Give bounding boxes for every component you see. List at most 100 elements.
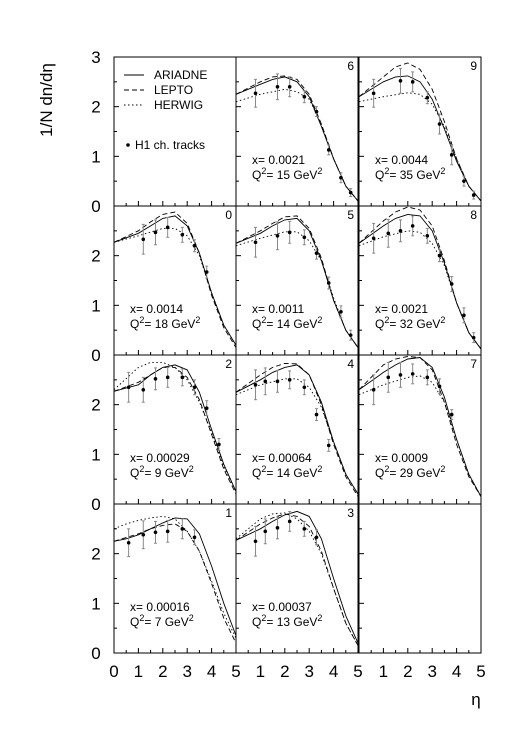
y-tick-label: 3 [91, 48, 100, 67]
data-point [253, 539, 258, 544]
q2-value-label: Q2= 13 GeV2 [252, 613, 322, 629]
q2-value-label: Q2= 29 GeV2 [375, 464, 445, 480]
data-point [275, 234, 280, 238]
curve-ariadne [113, 517, 237, 636]
data-point [410, 80, 415, 84]
data-point [326, 443, 331, 448]
x-tick-label: 5 [231, 662, 240, 681]
panel [358, 503, 482, 654]
data-point [410, 372, 415, 376]
data-point [371, 236, 376, 241]
curve-herwig [113, 361, 237, 492]
q2-value-label: Q2= 15 GeV2 [252, 166, 322, 182]
y-tick-label: 2 [91, 247, 100, 266]
data-point [192, 243, 197, 248]
x-tick-label: 5 [476, 662, 485, 681]
x-value-label: x= 0.0044 [375, 153, 428, 167]
data-point [263, 379, 268, 384]
data-point [398, 373, 403, 377]
data-point [287, 85, 292, 89]
curve-lepto [235, 215, 359, 348]
q2-value-label: Q2= 18 GeV2 [130, 315, 200, 331]
x-axis-title: η [471, 690, 480, 709]
curve-lepto [113, 211, 237, 348]
x-value-label: x= 0.0014 [130, 302, 183, 316]
data-point [462, 179, 466, 183]
x-tick-label: 2 [280, 662, 289, 681]
curve-lepto [113, 523, 237, 644]
data-point [339, 309, 343, 314]
data-point [263, 529, 268, 534]
y-tick-label: 1 [91, 594, 100, 613]
data-point [348, 190, 353, 195]
curve-herwig [358, 230, 482, 350]
data-point [275, 85, 280, 89]
x-tick-label: 2 [158, 662, 167, 681]
data-point [314, 251, 319, 255]
data-point [180, 233, 185, 237]
x-value-label: x= 0.00029 [130, 451, 190, 465]
q2-value-label: Q2= 9 GeV2 [130, 464, 194, 480]
x-tick-label: 4 [207, 662, 216, 681]
panel-id: 9 [470, 59, 477, 73]
data-point [165, 529, 170, 534]
data-point [287, 378, 292, 382]
data-point [275, 379, 280, 384]
data-point [192, 535, 197, 540]
panel-frame [235, 205, 359, 356]
panel-id: 3 [347, 506, 354, 520]
curve-lepto [358, 206, 482, 350]
y-tick-label: 2 [91, 98, 100, 117]
data-point [348, 333, 353, 337]
legend-marker [126, 143, 130, 147]
x-tick-label: 0 [109, 662, 118, 681]
panel-frame [113, 205, 237, 356]
legend-label: H1 ch. tracks [135, 138, 205, 152]
panel-frame [358, 354, 482, 505]
data-point [204, 406, 209, 410]
x-tick-label: 1 [256, 662, 265, 681]
panel-id: 4 [347, 357, 354, 371]
data-point [302, 94, 307, 99]
data-point [217, 442, 221, 447]
data-point [398, 79, 403, 83]
panel-frame [358, 503, 482, 654]
x-value-label: x= 0.0021 [375, 302, 428, 316]
panel-id: 8 [470, 208, 477, 222]
data-point [287, 519, 292, 524]
curve-ariadne [358, 75, 482, 202]
data-point [326, 281, 331, 285]
curve-lepto [113, 366, 237, 495]
data-point [437, 253, 442, 258]
data-point [180, 375, 185, 380]
panel-id: 6 [347, 59, 354, 73]
panel-id: 5 [347, 208, 354, 222]
x-tick-label: 3 [427, 662, 436, 681]
panel-frame [358, 205, 482, 356]
panel-frame [358, 56, 482, 207]
data-point [204, 270, 209, 274]
panel-frame [113, 503, 237, 654]
data-point [141, 237, 146, 242]
x-tick-label: 1 [134, 662, 143, 681]
data-point [165, 225, 170, 230]
y-tick-label: 1 [91, 147, 100, 166]
data-point [425, 375, 430, 380]
data-point [153, 377, 158, 381]
panel-id: 7 [470, 357, 477, 371]
q2-value-label: Q2= 14 GeV2 [252, 315, 322, 331]
curve-herwig [358, 375, 482, 497]
x-tick-label: 5 [353, 662, 362, 681]
data-point [326, 148, 331, 152]
curve-ariadne [235, 364, 359, 495]
x-value-label: x= 0.0021 [252, 153, 305, 167]
x-tick-label: 4 [329, 662, 338, 681]
panel-id: 0 [225, 208, 232, 222]
data-point [253, 240, 258, 245]
